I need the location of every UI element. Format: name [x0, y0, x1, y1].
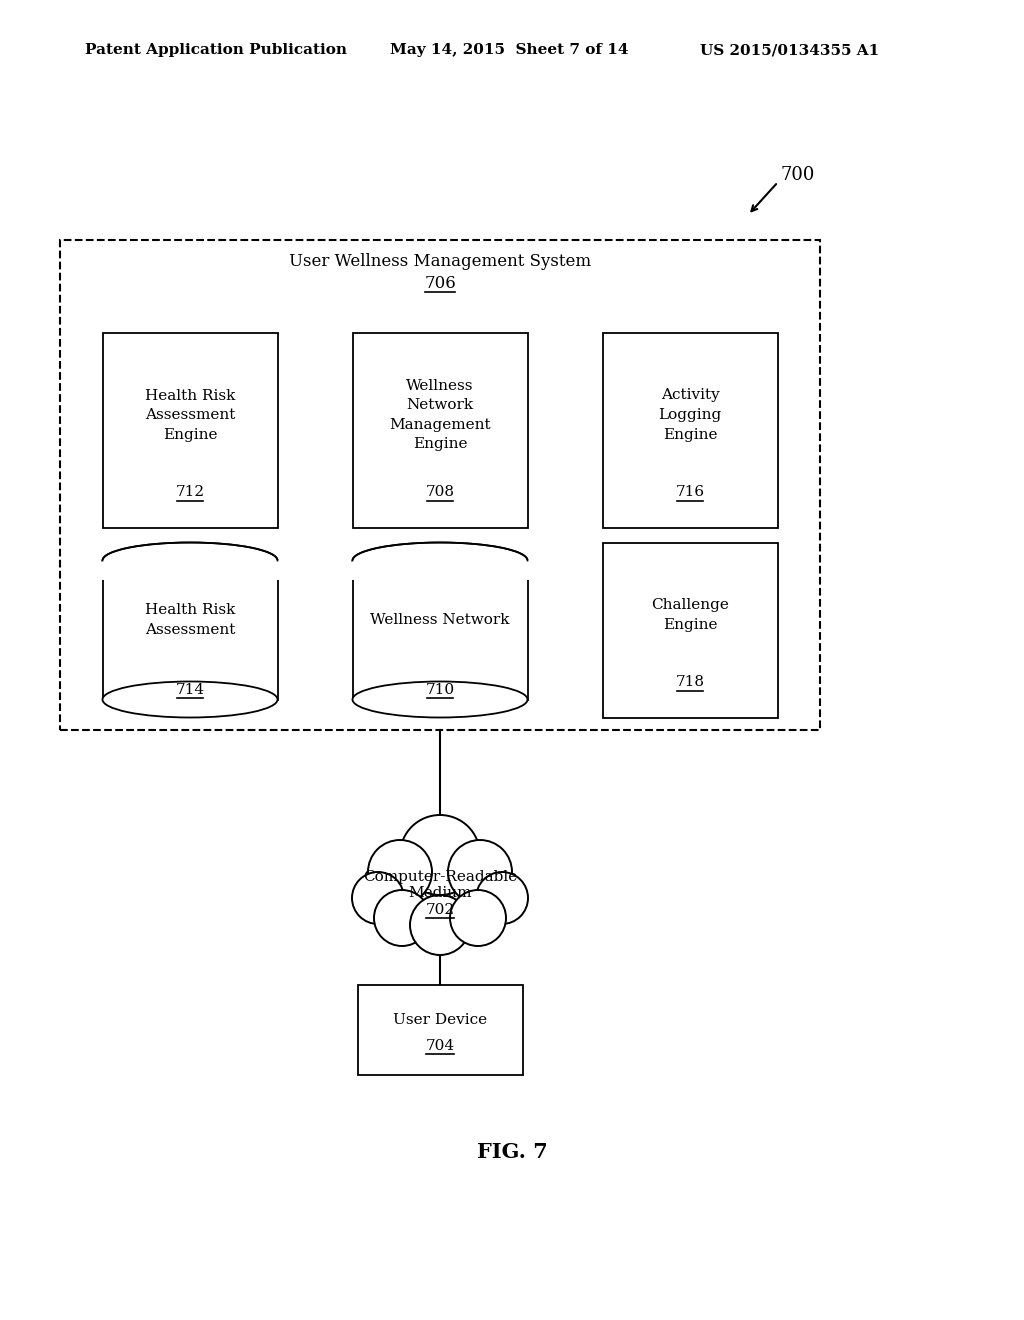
Text: 708: 708 — [426, 486, 455, 499]
Bar — [352, 333, 527, 528]
Text: 700: 700 — [780, 166, 814, 183]
Text: 714: 714 — [175, 682, 205, 697]
Ellipse shape — [352, 681, 527, 718]
Text: Patent Application Publication: Patent Application Publication — [85, 44, 347, 57]
Bar — [351, 560, 528, 579]
Circle shape — [449, 840, 512, 904]
Text: 704: 704 — [425, 1039, 455, 1053]
Text: Wellness Network: Wellness Network — [371, 612, 510, 627]
Bar — [357, 985, 522, 1074]
Text: FIG. 7: FIG. 7 — [476, 1142, 548, 1162]
Text: User Wellness Management System: User Wellness Management System — [289, 253, 591, 271]
Bar — [101, 560, 279, 579]
Circle shape — [400, 814, 480, 895]
Bar — [602, 333, 777, 528]
Ellipse shape — [102, 543, 278, 578]
Bar — [102, 561, 278, 700]
Text: Activity
Logging
Engine: Activity Logging Engine — [658, 388, 722, 441]
Text: Health Risk
Assessment
Engine: Health Risk Assessment Engine — [144, 388, 236, 441]
Circle shape — [352, 873, 404, 924]
Text: 718: 718 — [676, 676, 705, 689]
Text: Wellness
Network
Management
Engine: Wellness Network Management Engine — [389, 379, 490, 451]
Circle shape — [410, 895, 470, 954]
Text: 716: 716 — [676, 486, 705, 499]
Text: User Device: User Device — [393, 1012, 487, 1027]
Text: US 2015/0134355 A1: US 2015/0134355 A1 — [700, 44, 880, 57]
Ellipse shape — [352, 543, 527, 578]
Circle shape — [450, 890, 506, 946]
Circle shape — [368, 840, 432, 904]
Circle shape — [476, 873, 528, 924]
Bar — [102, 333, 278, 528]
Text: May 14, 2015  Sheet 7 of 14: May 14, 2015 Sheet 7 of 14 — [390, 44, 629, 57]
Text: 712: 712 — [175, 486, 205, 499]
Bar — [602, 543, 777, 718]
Circle shape — [374, 890, 430, 946]
Text: 706: 706 — [424, 276, 456, 293]
Ellipse shape — [102, 681, 278, 718]
Text: Health Risk
Assessment: Health Risk Assessment — [144, 603, 236, 636]
Text: Computer-Readable
Medium: Computer-Readable Medium — [362, 870, 517, 900]
Text: 710: 710 — [425, 682, 455, 697]
Text: 702: 702 — [425, 903, 455, 917]
Bar — [60, 240, 820, 730]
Text: Challenge
Engine: Challenge Engine — [651, 598, 729, 632]
Bar — [352, 561, 527, 700]
